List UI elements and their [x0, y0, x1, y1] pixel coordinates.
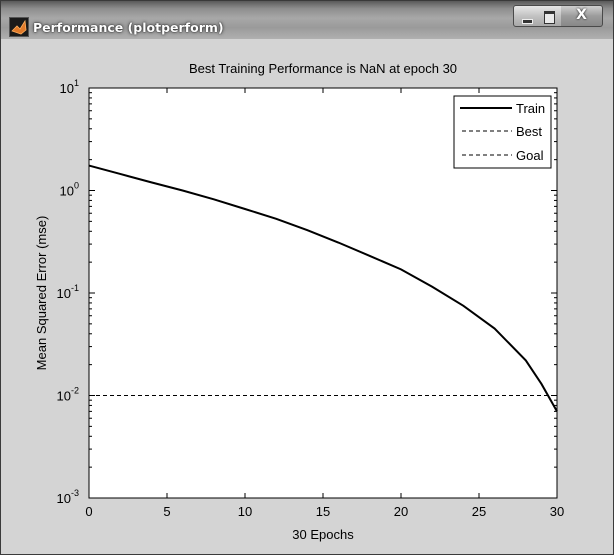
- matlab-logo-icon: [11, 19, 27, 35]
- series-line-train: [88, 164, 558, 412]
- legend-label-goal: Goal: [516, 148, 544, 163]
- legend-label-best: Best: [516, 124, 542, 139]
- minimize-icon: [522, 19, 533, 24]
- legend: Train Best Goal: [453, 95, 552, 169]
- x-tick-label-5: 25: [472, 504, 486, 519]
- title-bar[interactable]: Performance (plotperform) X: [1, 1, 613, 39]
- axis-ticks: 0 5 10 15 20 25 30 101 100 10-1 10-2 10-3: [57, 78, 565, 519]
- y-axis-label: Mean Squared Error (mse): [34, 216, 49, 371]
- close-button[interactable]: X: [561, 5, 603, 27]
- x-tick-label-0: 0: [85, 504, 92, 519]
- window-title: Performance (plotperform): [33, 20, 224, 35]
- x-axis-label: 30 Epochs: [292, 527, 354, 542]
- maximize-button[interactable]: [537, 5, 562, 27]
- x-tick-label-1: 5: [163, 504, 170, 519]
- minimize-button[interactable]: [513, 5, 538, 27]
- close-icon: X: [576, 7, 587, 23]
- maximize-icon: [544, 11, 555, 24]
- y-tick-label-1: 100: [60, 181, 79, 199]
- x-tick-label-6: 30: [550, 504, 564, 519]
- y-tick-label-4: 10-3: [57, 488, 79, 506]
- performance-chart: Best Training Performance is NaN at epoc…: [34, 61, 565, 542]
- x-tick-label-4: 20: [394, 504, 408, 519]
- y-tick-label-0: 101: [60, 78, 79, 96]
- y-tick-label-3: 10-2: [57, 386, 79, 404]
- x-tick-label-3: 15: [316, 504, 330, 519]
- chart-title: Best Training Performance is NaN at epoc…: [189, 61, 457, 76]
- y-tick-label-2: 10-1: [57, 283, 79, 301]
- legend-label-train: Train: [516, 101, 545, 116]
- x-tick-label-2: 10: [238, 504, 252, 519]
- figure-area: Best Training Performance is NaN at epoc…: [1, 39, 613, 554]
- series-lines: [88, 164, 558, 412]
- matlab-app-icon: [9, 17, 29, 37]
